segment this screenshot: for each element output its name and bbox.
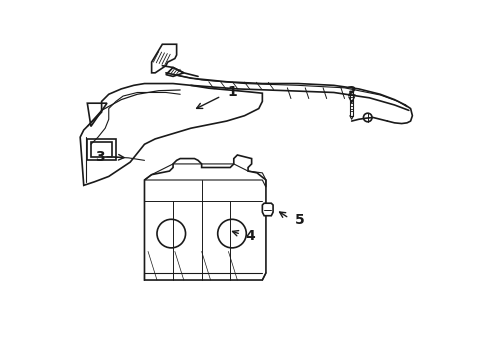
Text: 5: 5 <box>294 213 304 227</box>
Circle shape <box>157 219 185 248</box>
Text: 4: 4 <box>244 229 254 243</box>
Polygon shape <box>165 67 183 76</box>
Polygon shape <box>262 203 272 216</box>
Polygon shape <box>151 44 176 73</box>
Circle shape <box>363 113 371 122</box>
Polygon shape <box>349 91 353 93</box>
Polygon shape <box>87 139 116 160</box>
Text: 3: 3 <box>95 150 104 164</box>
Text: 1: 1 <box>226 85 236 99</box>
Text: 2: 2 <box>346 85 356 99</box>
Circle shape <box>217 219 246 248</box>
Polygon shape <box>144 155 265 280</box>
